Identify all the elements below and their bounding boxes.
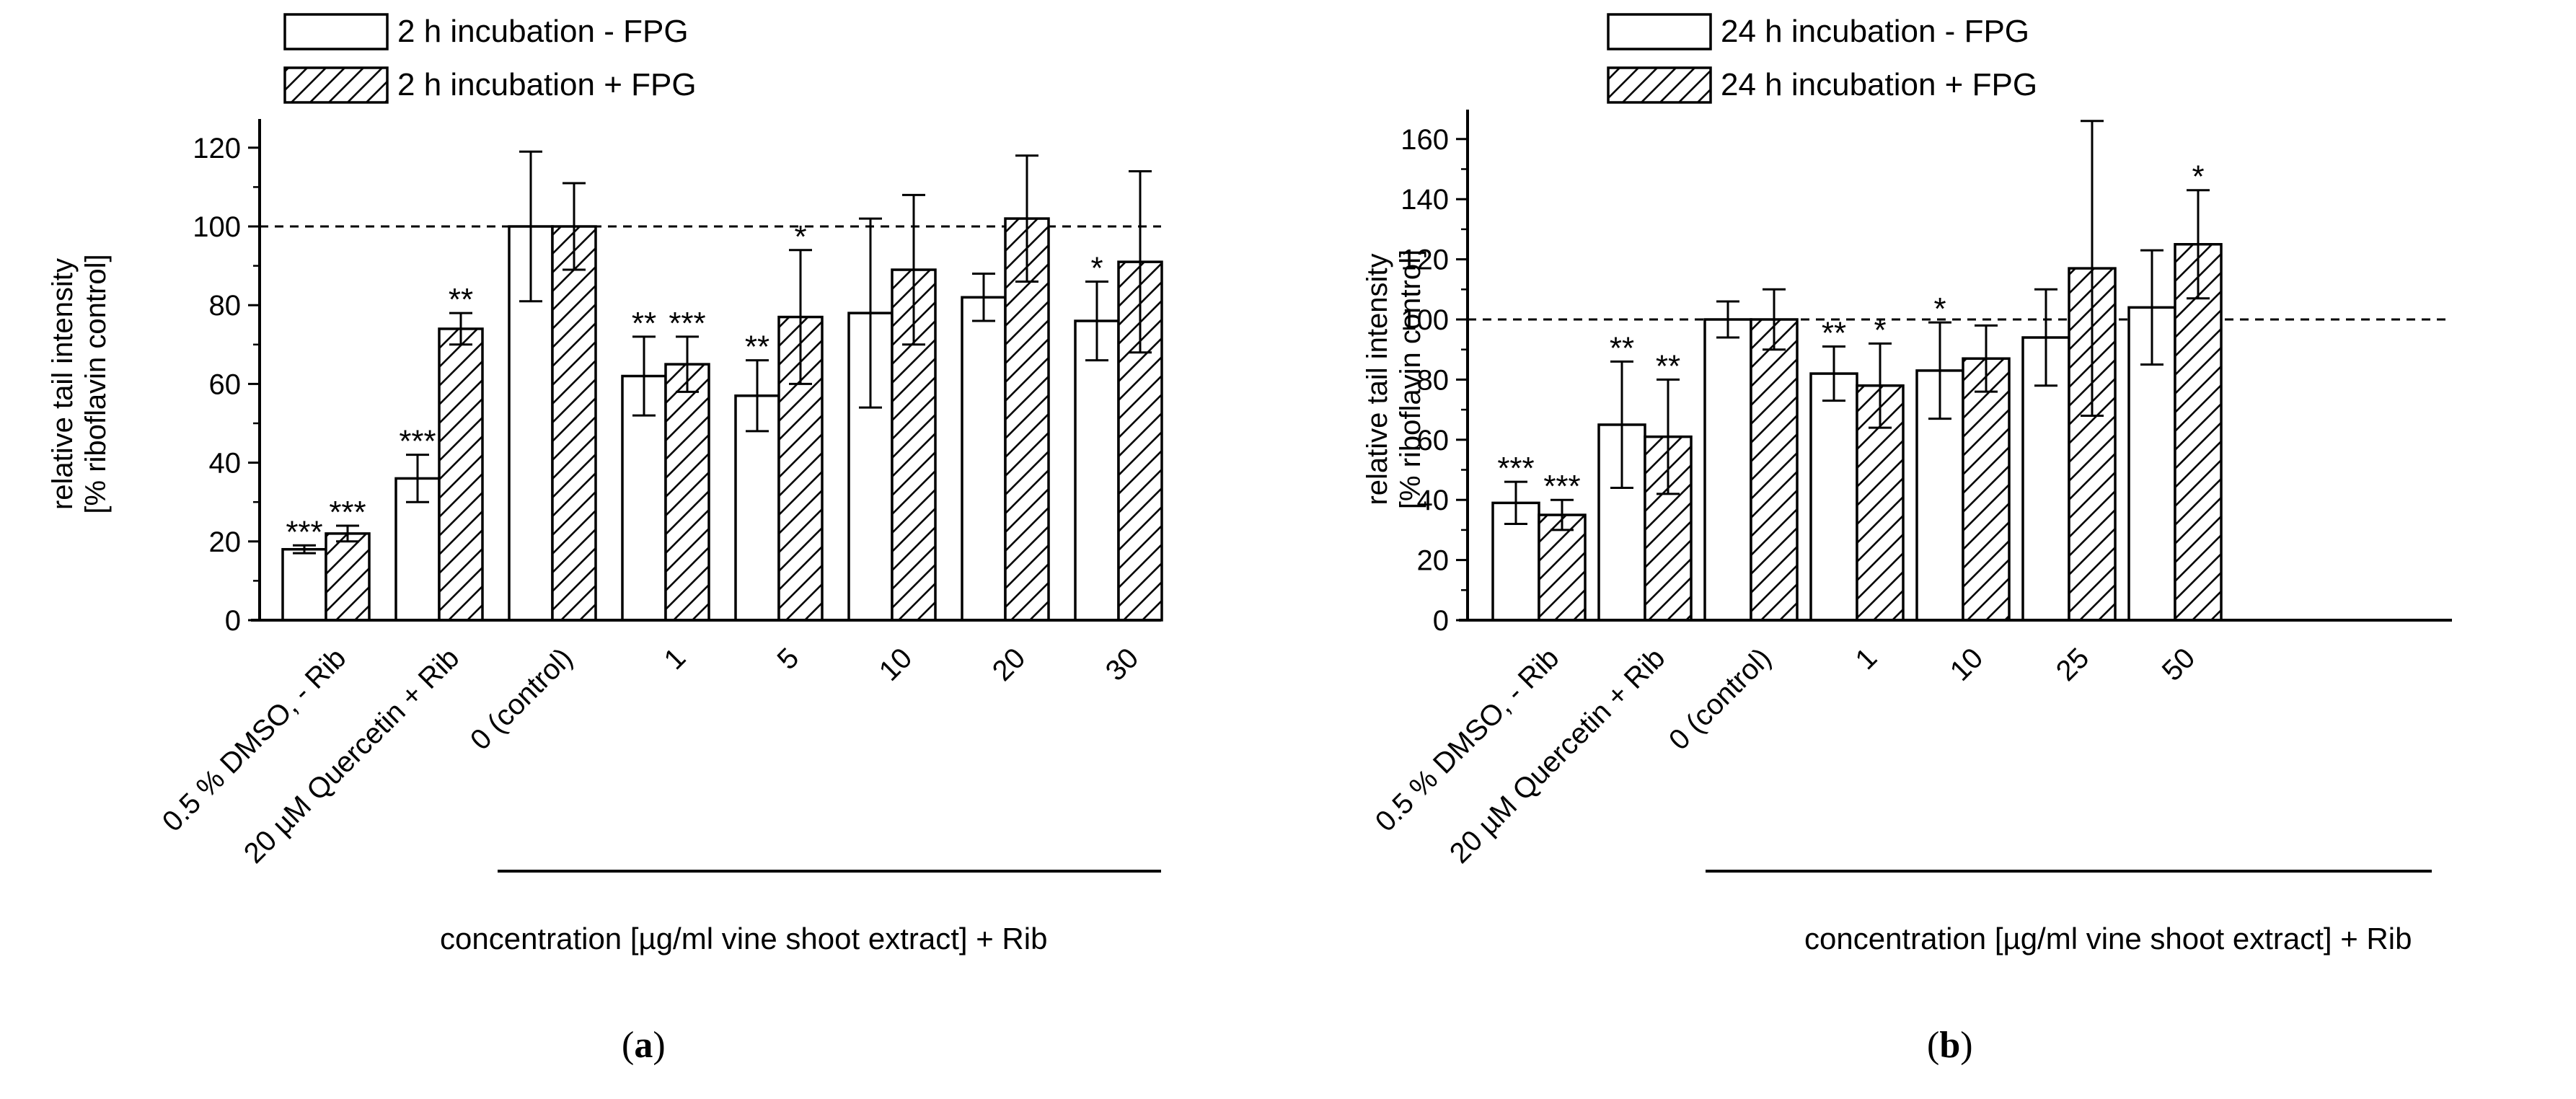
y-tick-label: 140 (1401, 184, 1449, 216)
significance-marker: ** (1822, 316, 1846, 351)
significance-marker: *** (286, 514, 322, 550)
y-tick-label: 20 (1417, 545, 1450, 577)
bar (664, 363, 710, 622)
bar (551, 225, 597, 622)
legend-swatch (1607, 66, 1712, 104)
bar (2174, 243, 2223, 622)
x-axis-title: concentration [µg/ml vine shoot extract]… (440, 922, 1047, 955)
panel-label-b: (b) (1927, 1025, 1973, 1066)
category-label: 50 (2156, 642, 2202, 687)
bar (1809, 372, 1858, 622)
legend-label: 2 h incubation - FPG (397, 14, 689, 49)
category-label: 0.5 % DMSO, - Rib (156, 642, 353, 838)
significance-marker: *** (329, 495, 366, 530)
bar (1962, 357, 2011, 622)
legend-swatch (283, 66, 389, 104)
y-tick-label: 80 (209, 290, 242, 322)
bar (1703, 318, 1752, 622)
y-tick-label: 0 (225, 605, 241, 637)
significance-marker: *** (669, 306, 705, 341)
y-tick-label: 60 (209, 368, 242, 400)
category-label: 0.5 % DMSO, - Rib (1369, 642, 1566, 838)
category-label: 0 (control) (1663, 642, 1777, 756)
category-label: 10 (873, 642, 919, 687)
legend-label: 2 h incubation + FPG (397, 67, 697, 102)
y-tick-label: 160 (1401, 124, 1449, 156)
legend-swatch (1607, 13, 1712, 50)
chart-panel-b: ******0.5 % DMSO, - Rib****20 µM Quercet… (1362, 13, 2452, 955)
category-label: 20 (987, 642, 1032, 687)
category-label: 0 (control) (464, 642, 578, 756)
y-tick-label: 120 (1401, 244, 1449, 276)
category-label: 1 (658, 642, 692, 676)
significance-marker: *** (1543, 469, 1580, 504)
significance-marker: ** (632, 306, 656, 341)
bar (1004, 217, 1050, 622)
y-axis-title-line: relative tail intensity (1362, 253, 1393, 505)
chart-panel-a: ******0.5 % DMSO, - Rib*****20 µM Querce… (47, 13, 1163, 955)
category-label: 20 µM Quercetin + Rib (1444, 642, 1671, 869)
y-tick-label: 40 (209, 448, 242, 480)
y-tick-label: 80 (1417, 364, 1450, 396)
bar (438, 327, 484, 622)
significance-marker: * (2192, 159, 2204, 195)
significance-marker: ** (1656, 348, 1680, 384)
significance-marker: *** (399, 424, 436, 459)
y-tick-label: 100 (1401, 304, 1449, 336)
significance-marker: ** (745, 330, 769, 365)
category-label: 30 (1100, 642, 1145, 687)
legend-label: 24 h incubation - FPG (1721, 14, 2029, 49)
panel-label-a: (a) (622, 1025, 666, 1066)
bar (325, 532, 371, 622)
x-axis-title: concentration [µg/ml vine shoot extract]… (1804, 922, 2412, 955)
y-tick-label: 100 (193, 211, 241, 243)
y-tick-label: 0 (1433, 605, 1449, 637)
significance-marker: ** (1610, 330, 1634, 366)
significance-marker: * (794, 219, 806, 255)
bar (961, 296, 1007, 622)
y-tick-label: 40 (1417, 485, 1450, 516)
category-label: 10 (1944, 642, 1990, 687)
y-tick-label: 20 (209, 526, 242, 558)
category-label: 25 (2050, 642, 2096, 687)
significance-marker: ** (449, 282, 473, 317)
bar (281, 547, 327, 622)
y-tick-label: 120 (193, 133, 241, 164)
significance-marker: * (1090, 250, 1103, 286)
bar (1750, 318, 1799, 622)
legend-label: 24 h incubation + FPG (1721, 67, 2037, 102)
y-tick-label: 60 (1417, 425, 1450, 456)
y-axis-title-line: [% riboflavin control] (1395, 250, 1426, 509)
y-axis-title-line: relative tail intensity (47, 258, 79, 510)
bar (1074, 319, 1120, 622)
significance-marker: * (1874, 312, 1886, 348)
y-axis-title-line: [% riboflavin control] (80, 254, 112, 513)
significance-marker: *** (1497, 451, 1534, 486)
category-label: 5 (772, 642, 806, 676)
legend-swatch (283, 13, 389, 50)
category-label: 20 µM Quercetin + Rib (238, 642, 465, 869)
category-label: 1 (1850, 642, 1884, 676)
significance-marker: * (1933, 291, 1946, 327)
